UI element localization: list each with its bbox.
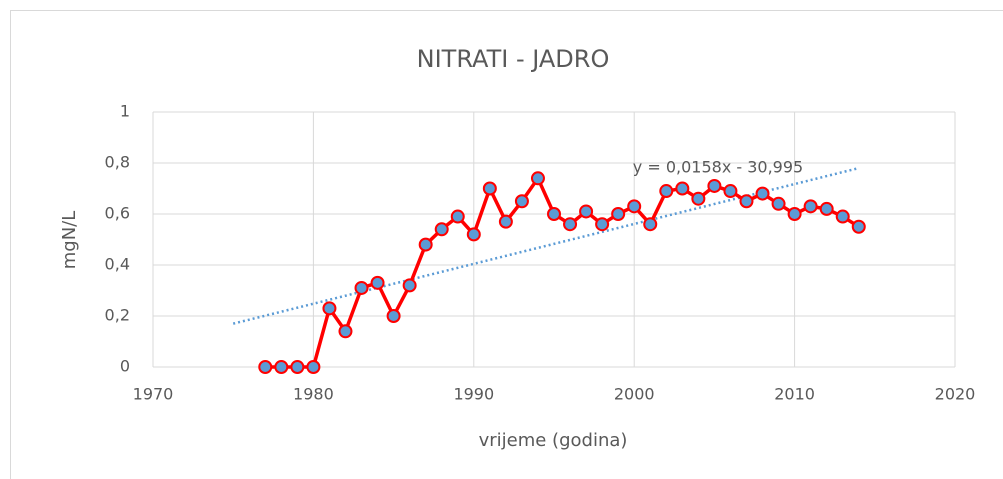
data-point — [691, 191, 706, 206]
data-point — [258, 360, 273, 374]
y-tick-label: 0,8 — [105, 153, 130, 172]
data-point — [627, 199, 642, 214]
data-point — [819, 201, 834, 216]
data-point — [434, 222, 449, 237]
x-tick-label: 2010 — [774, 385, 815, 404]
data-point — [563, 217, 578, 232]
data-point — [595, 217, 610, 232]
data-point — [675, 181, 690, 196]
data-point — [835, 209, 850, 224]
data-point — [338, 324, 353, 339]
x-tick-label: 1970 — [133, 385, 174, 404]
x-tick-label: 2020 — [935, 385, 976, 404]
data-point — [739, 194, 754, 209]
data-point — [322, 301, 337, 316]
data-point — [514, 194, 529, 209]
data-point — [386, 309, 401, 323]
data-point — [547, 207, 561, 221]
y-tick-label: 0,4 — [105, 255, 130, 274]
data-point — [370, 275, 385, 290]
data-point — [611, 207, 626, 221]
data-point — [643, 217, 658, 232]
data-point — [274, 360, 289, 374]
trendline-equation: y = 0,0158x - 30,995 — [633, 158, 803, 177]
data-point — [450, 209, 465, 224]
data-point — [354, 280, 369, 295]
data-point — [402, 278, 417, 293]
x-tick-label: 1980 — [293, 385, 334, 404]
data-point — [787, 207, 802, 221]
data-point — [755, 186, 770, 201]
x-tick-label: 2000 — [614, 385, 655, 404]
data-point — [418, 237, 433, 252]
chart-border — [10, 10, 1003, 479]
y-tick-label: 0,6 — [105, 204, 130, 223]
data-point — [803, 199, 818, 214]
y-axis-label: mgN/L — [59, 211, 80, 270]
x-axis-label: vrijeme (godina) — [479, 430, 628, 451]
y-tick-label: 0 — [120, 357, 130, 376]
data-point — [482, 181, 497, 196]
chart-title: NITRATI - JADRO — [417, 45, 610, 73]
data-point — [723, 184, 738, 199]
data-point — [579, 204, 594, 219]
data-point — [851, 219, 866, 234]
x-tick-label: 1990 — [453, 385, 494, 404]
data-point — [530, 171, 545, 186]
data-point — [659, 184, 674, 199]
data-point — [306, 360, 321, 374]
data-point — [498, 214, 513, 229]
data-point — [771, 196, 786, 211]
data-point — [290, 360, 305, 374]
data-point — [707, 178, 722, 193]
y-tick-label: 0,2 — [105, 306, 130, 325]
data-point — [466, 227, 481, 242]
y-tick-label: 1 — [120, 102, 130, 121]
